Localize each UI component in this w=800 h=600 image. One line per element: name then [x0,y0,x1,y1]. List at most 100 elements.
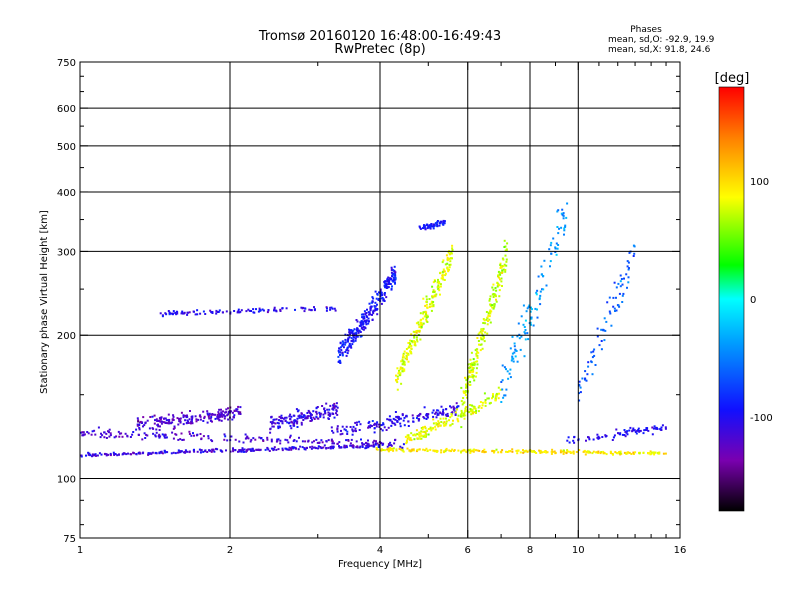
data-point [137,433,140,436]
data-point [323,444,326,447]
data-point [337,355,340,358]
data-point [383,284,386,287]
data-point [408,345,411,348]
data-point [166,451,169,454]
data-point [637,429,639,432]
data-point [329,306,332,309]
data-point [464,391,467,394]
data-point [488,315,491,318]
data-point [144,422,147,425]
data-point [359,321,362,324]
data-point [442,259,445,262]
data-point [475,348,478,351]
data-point [404,435,407,438]
data-point [426,429,428,432]
data-point [178,451,181,454]
data-point [313,308,316,311]
data-point [177,438,180,441]
data-point [465,406,468,409]
data-point [524,450,527,453]
data-point [363,310,366,313]
data-point [359,324,362,327]
data-point [345,444,348,447]
data-point [131,433,134,436]
data-point [385,429,388,431]
data-point [478,331,481,334]
data-point [405,441,408,444]
data-point [606,301,609,304]
data-point [336,442,339,445]
data-point [266,436,269,439]
data-point [382,298,385,301]
data-point [496,281,499,284]
data-point [281,422,284,425]
data-point [475,371,478,374]
data-point [505,260,508,263]
data-point [348,331,351,334]
data-point [237,410,240,413]
data-point [171,418,174,421]
data-point [325,309,328,312]
data-point [372,441,375,444]
data-point [509,368,512,371]
data-point [271,422,273,425]
data-point [403,350,406,353]
data-point [356,327,359,330]
data-point [356,446,359,449]
data-point [136,417,139,420]
data-point [135,453,138,455]
data-point [473,379,476,382]
data-point [443,279,446,281]
data-point [562,452,565,455]
data-point [315,447,317,450]
data-point [497,283,500,286]
data-point [270,416,273,419]
data-point [403,368,406,371]
data-point [361,327,364,330]
data-point [526,307,529,310]
data-point [426,416,429,419]
data-point [386,445,389,448]
data-point [590,360,593,363]
data-point [218,413,221,416]
data-point [439,417,442,420]
data-point [289,418,292,420]
data-point [482,337,485,340]
data-point [340,349,343,352]
data-point [116,454,119,457]
data-point [367,439,369,442]
data-point [437,288,440,290]
data-point [455,411,457,414]
data-point [489,312,492,315]
data-point [471,375,474,378]
data-point [161,452,164,455]
data-point [399,366,402,369]
data-point [171,421,174,424]
data-point [588,438,591,441]
data-point [248,309,251,312]
data-point [390,448,393,451]
data-point [432,418,435,421]
data-point [419,432,422,435]
data-point [441,271,444,274]
data-point [608,296,611,299]
data-point [584,377,587,380]
data-point [442,268,445,271]
data-point [184,419,187,422]
data-point [245,449,248,452]
data-point [619,452,622,455]
data-point [135,428,138,431]
data-point [335,410,338,413]
data-point [411,414,414,417]
data-point [617,282,620,285]
data-point [499,273,502,276]
data-point [332,431,335,434]
data-point [83,433,86,436]
data-point [478,405,481,407]
data-point [517,449,520,452]
data-point [199,451,202,454]
data-point [535,291,538,294]
data-point [561,208,564,211]
data-point [223,417,226,420]
